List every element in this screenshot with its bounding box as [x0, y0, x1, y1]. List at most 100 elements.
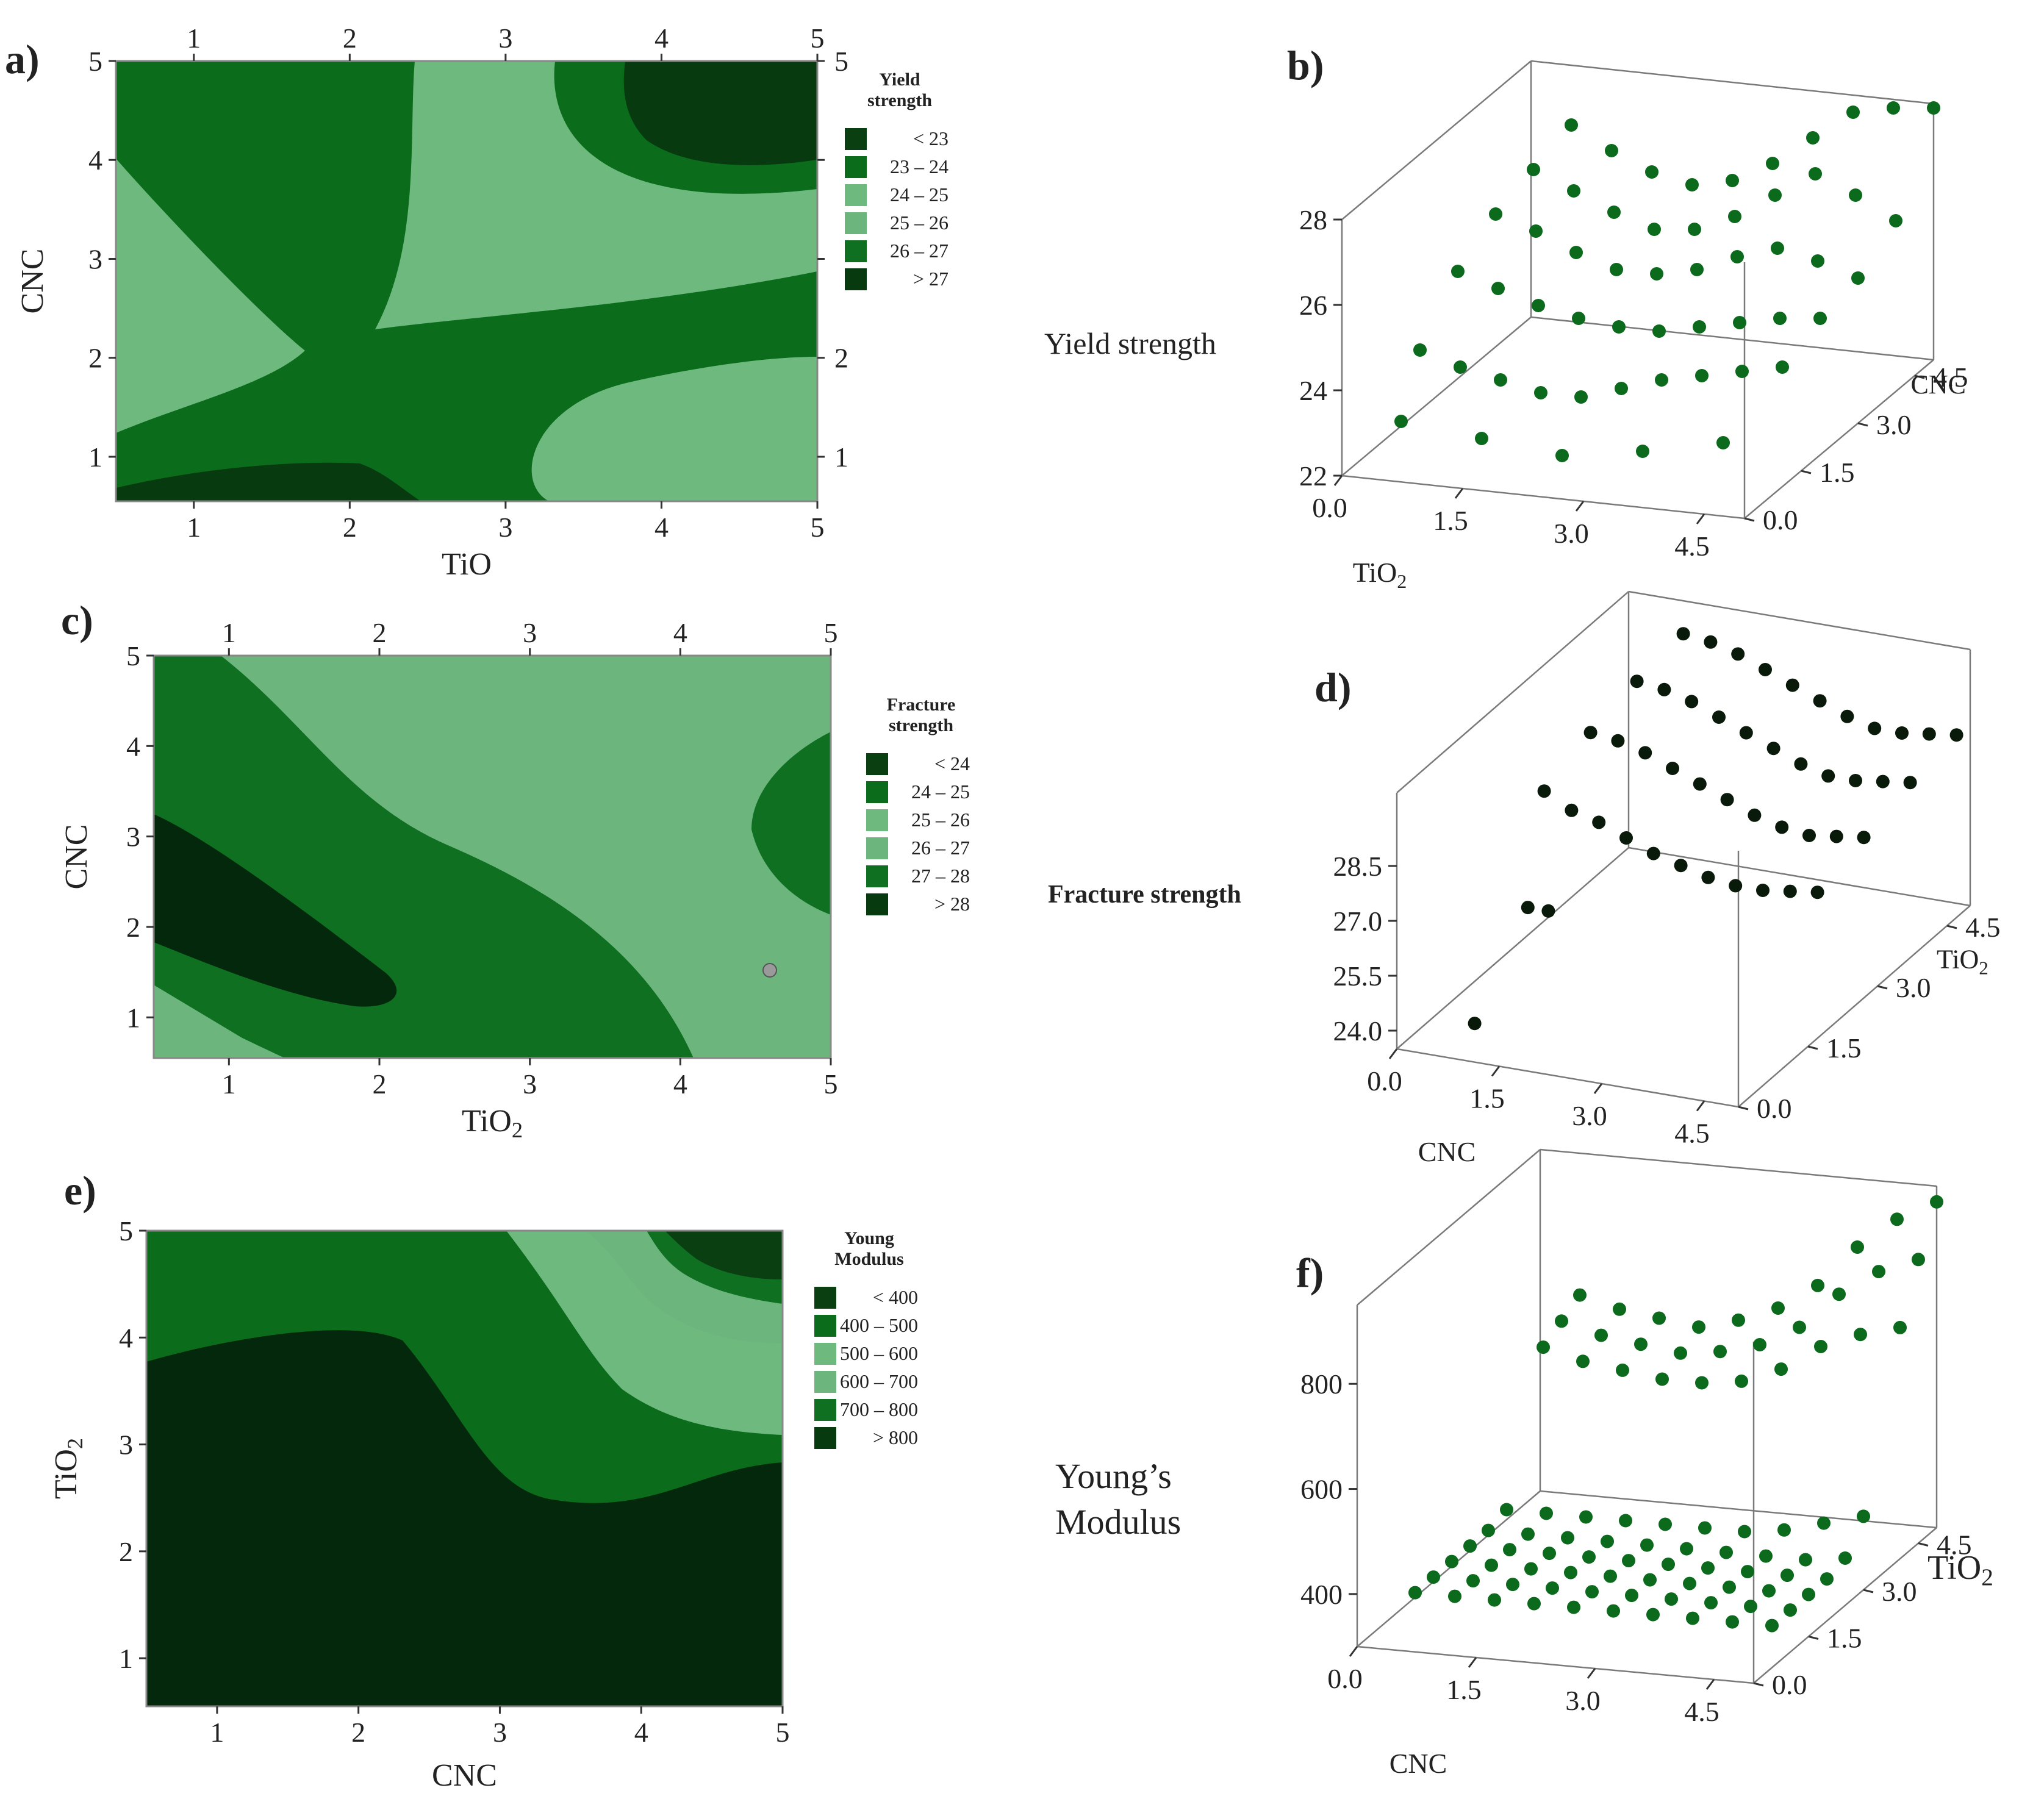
frame-a: [115, 60, 819, 503]
legend-swatch: [845, 240, 867, 262]
data-point: [1806, 131, 1820, 145]
depth-tick-label: 1.5: [1820, 457, 1855, 488]
top-tick-label: 3: [498, 23, 512, 54]
z-tick-label: 24.0: [1333, 1015, 1383, 1046]
depth-tick-label: 1.5: [1826, 1032, 1862, 1064]
top-tick-label: 2: [373, 617, 387, 648]
x-tick-label: 5: [824, 1068, 838, 1100]
x-tick-label: 0.0: [1327, 1663, 1363, 1694]
box-edge: [1530, 60, 1934, 105]
data-point: [1555, 1314, 1568, 1328]
depth-tick-mark: [1753, 1682, 1764, 1687]
x-tick-mark: [1468, 1657, 1477, 1668]
data-point: [1615, 382, 1628, 395]
data-point: [1739, 726, 1753, 740]
data-point: [1785, 678, 1799, 692]
box-edge: [1628, 590, 1971, 651]
contour-region-a-light-center: [375, 61, 817, 329]
data-point: [1783, 884, 1797, 898]
data-point: [1466, 1574, 1480, 1588]
contour-region-a-light-left: [116, 159, 305, 433]
data-point: [1529, 224, 1543, 238]
y-tick-label: 3: [88, 243, 102, 274]
data-point: [1638, 746, 1652, 760]
contour-region-c-dark-left: [154, 814, 397, 1007]
z-tick-label: 25.5: [1333, 960, 1383, 992]
side-label-b: Yield strength: [1044, 326, 1216, 360]
x-tick-mark: [1696, 513, 1705, 524]
data-point: [1537, 784, 1551, 798]
top-tick-label: 3: [523, 617, 537, 648]
data-point: [1741, 1565, 1754, 1579]
data-point: [1846, 106, 1860, 119]
top-tick-label: 4: [654, 23, 669, 54]
data-point: [1625, 1589, 1638, 1603]
data-point: [1564, 1565, 1577, 1579]
data-point: [1766, 742, 1780, 756]
data-point: [1565, 118, 1578, 132]
data-point: [1820, 1572, 1834, 1586]
depth-axis-line: [1357, 1490, 1541, 1647]
data-point: [1748, 808, 1762, 822]
legend-label: < 24: [934, 753, 970, 774]
depth-tick-label: 4.5: [1937, 1529, 1972, 1561]
top-tick-label: 5: [824, 617, 838, 648]
x-tick-label: 1: [222, 1068, 236, 1100]
contour-region-a-dark-top-right: [623, 61, 817, 165]
data-point: [1802, 1587, 1815, 1601]
data-point: [1780, 1569, 1794, 1583]
data-point: [1730, 250, 1744, 263]
data-point: [1448, 1589, 1461, 1603]
depth-tick-mark: [1857, 422, 1868, 427]
x-tick-mark: [1388, 1048, 1398, 1059]
right-tick-label: 2: [834, 343, 848, 374]
x-tick-label: 5: [776, 1717, 790, 1748]
data-point: [1810, 885, 1824, 900]
data-point: [1851, 271, 1865, 285]
panel-b: b) Yield strength 22 24 26 28 0.0 1.5 3.0 4.5 0.…: [1044, 42, 1968, 592]
depth-tick-mark: [1808, 1636, 1819, 1640]
data-point: [1565, 803, 1579, 817]
side-label-f-line1: Young’s: [1055, 1456, 1172, 1496]
x-tick-label: 3: [493, 1717, 507, 1748]
data-point: [1662, 1558, 1675, 1572]
data-point: [1775, 820, 1789, 834]
x-tick-label: 1: [187, 512, 201, 543]
data-point: [1720, 793, 1734, 807]
data-point: [1583, 726, 1598, 740]
panel-f: f) Young’s Modulus 400 600 800 0.0 1.5 3.0 4.5…: [1055, 1148, 1993, 1779]
data-point: [1731, 647, 1745, 661]
data-point: [1849, 188, 1862, 202]
x-tick-label: 3: [498, 512, 512, 543]
depth-tick-label: 3.0: [1882, 1576, 1917, 1607]
data-point: [1503, 1543, 1516, 1557]
x-axis-title: CNC: [1390, 1748, 1447, 1779]
data-point: [1683, 1576, 1696, 1590]
data-point: [1759, 663, 1772, 676]
x-tick-mark: [1696, 1100, 1705, 1112]
data-point: [1811, 254, 1824, 268]
legend-swatch: [814, 1315, 836, 1337]
data-point: [1768, 188, 1782, 202]
side-label-f-line2: Modulus: [1055, 1502, 1181, 1542]
data-point: [1809, 167, 1822, 181]
data-point: [1738, 1525, 1751, 1539]
box-edge: [1753, 1527, 1937, 1684]
data-point: [1814, 1340, 1827, 1353]
data-point: [1413, 343, 1427, 357]
data-point: [1527, 163, 1540, 176]
data-point: [1695, 1376, 1709, 1390]
panel-c-label: c): [61, 597, 93, 643]
x-tick-mark: [1349, 1646, 1358, 1657]
data-point: [1674, 859, 1688, 873]
x-tick-label: 2: [373, 1068, 387, 1100]
data-point: [1723, 1580, 1736, 1594]
data-point: [1573, 1288, 1587, 1302]
depth-tick-mark: [1914, 374, 1925, 379]
depth-axis-line: [1396, 847, 1629, 1050]
y-tick-label: 2: [88, 343, 102, 374]
axes-a: 1 2 3 4 5 1 2 3 4 5 1 2 3 4 5 1 2 5 TiO CNC: [15, 23, 848, 582]
data-point: [1686, 1611, 1699, 1625]
data-point: [1693, 320, 1706, 334]
